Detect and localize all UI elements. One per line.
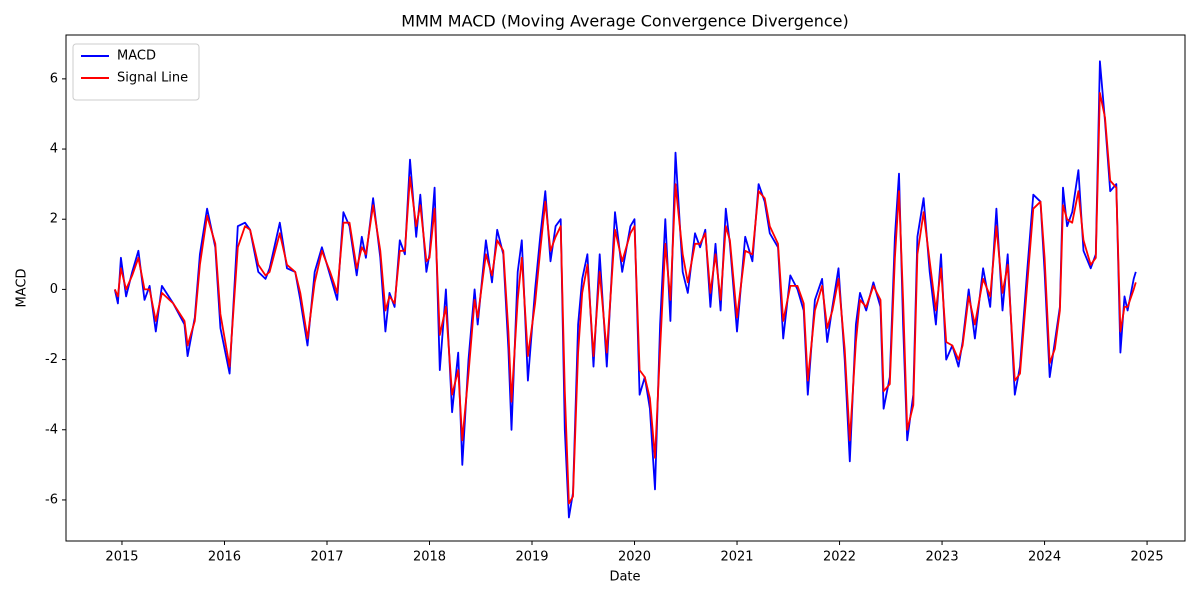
y-tick-label: 6 bbox=[50, 71, 58, 86]
y-tick-label: -4 bbox=[45, 422, 58, 437]
x-tick-label: 2018 bbox=[413, 550, 446, 565]
x-tick-label: 2021 bbox=[720, 550, 753, 565]
x-axis-label: Date bbox=[609, 570, 640, 585]
y-tick-label: -2 bbox=[45, 352, 58, 367]
chart-title: MMM MACD (Moving Average Convergence Div… bbox=[401, 12, 848, 31]
y-tick-label: 2 bbox=[50, 212, 58, 227]
x-tick-label: 2019 bbox=[515, 550, 548, 565]
x-tick-label: 2017 bbox=[310, 550, 343, 565]
x-tick-label: 2024 bbox=[1028, 550, 1061, 565]
x-tick-label: 2023 bbox=[926, 550, 959, 565]
y-axis-label: MACD bbox=[15, 269, 30, 308]
y-tick-label: 4 bbox=[50, 142, 58, 157]
data-line bbox=[113, 60, 1137, 519]
x-tick-label: 2022 bbox=[823, 550, 856, 565]
data-line bbox=[113, 92, 1137, 505]
x-tick-label: 2020 bbox=[618, 550, 651, 565]
y-tick-label: 0 bbox=[50, 282, 58, 297]
legend-box bbox=[72, 43, 200, 101]
x-tick-label: 2016 bbox=[208, 550, 241, 565]
plot-frame bbox=[65, 34, 1186, 542]
x-tick-label: 2025 bbox=[1131, 550, 1164, 565]
y-tick-label: -6 bbox=[45, 492, 58, 507]
x-tick-label: 2015 bbox=[105, 550, 138, 565]
legend-label: Signal Line bbox=[117, 71, 188, 86]
legend-label: MACD bbox=[117, 49, 156, 64]
